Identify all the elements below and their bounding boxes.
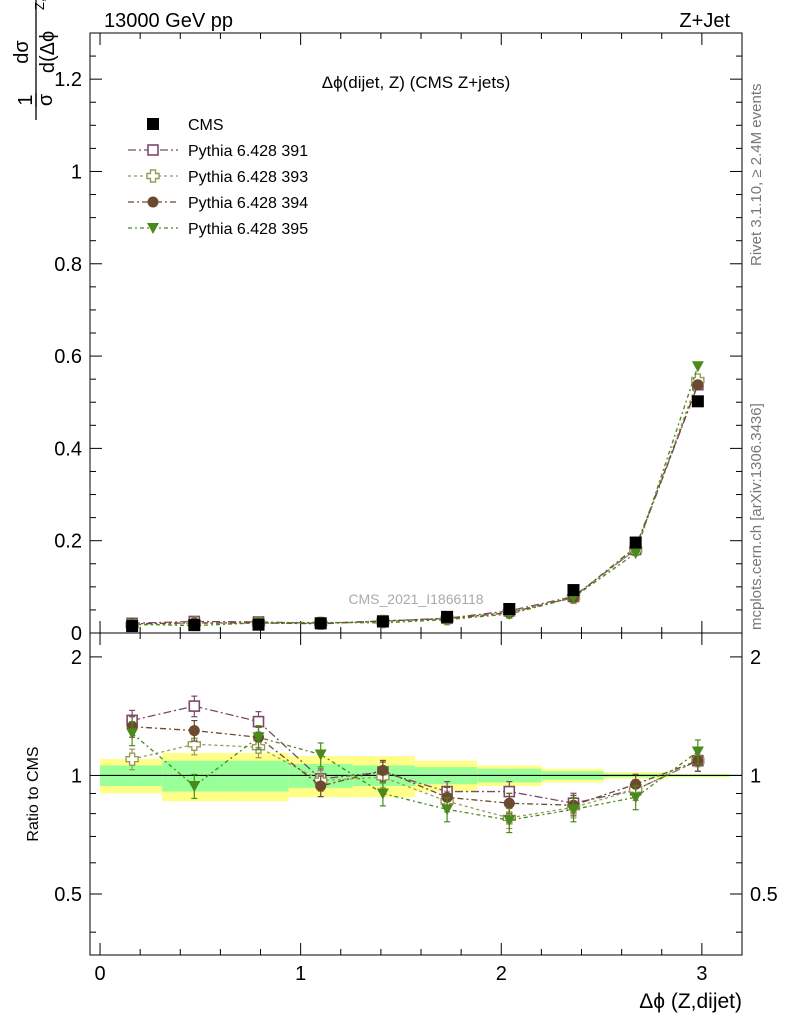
- x-tick-label: 1: [295, 963, 306, 985]
- y-tick-label: 0.8: [54, 254, 82, 276]
- data-point-cms: [376, 615, 389, 628]
- legend-label: Pythia 6.428 394: [188, 195, 308, 212]
- header-left: 13000 GeV pp: [104, 10, 233, 32]
- data-point-ratio: [188, 781, 201, 793]
- ratio-y-tick-label: 1: [71, 765, 82, 787]
- x-axis-label: Δϕ (Z,dijet): [639, 990, 742, 1013]
- series-line-main: [132, 384, 699, 624]
- header-right: Z+Jet: [679, 10, 730, 32]
- ratio-y-tick-label: 2: [71, 647, 82, 669]
- data-point-ratio: [629, 792, 642, 804]
- data-point-ratio: [630, 778, 642, 790]
- data-point-ratio: [376, 788, 389, 800]
- data-point-ratio: [188, 725, 200, 737]
- legend-label: CMS: [188, 117, 224, 134]
- y-tick-label: 0.4: [54, 438, 82, 460]
- data-point-ratio: [503, 815, 516, 827]
- ratio-y-tick-label: 0.5: [54, 884, 82, 906]
- legend-label: Pythia 6.428 395: [188, 221, 308, 238]
- data-point-cms: [314, 617, 327, 630]
- data-point-ratio: [126, 728, 139, 740]
- ratio-y-axis-label: Ratio to CMS: [25, 746, 42, 841]
- ratio-y-tick-label-right: 0.5: [750, 884, 778, 906]
- legend: CMS Pythia 6.428 391 Pythia 6.428 393 Pythi…: [128, 117, 308, 238]
- x-tick-label: 0: [94, 963, 105, 985]
- y-tick-label: 1.2: [54, 69, 82, 91]
- data-point-cms: [691, 395, 704, 408]
- data-point-cms: [252, 618, 265, 631]
- data-point-ratio: [125, 752, 139, 766]
- chart-title: Δϕ(dijet, Z) (CMS Z+jets): [322, 73, 511, 92]
- series-line-main: [132, 384, 699, 625]
- y-label-part: d(Δϕ: [37, 31, 59, 73]
- legend-marker: [147, 223, 159, 234]
- y-tick-label: 0.2: [54, 531, 82, 553]
- ratio-y-tick-label-right: 2: [750, 647, 761, 669]
- x-tick-label: 2: [496, 963, 507, 985]
- data-point-main: [692, 379, 704, 391]
- legend-marker: [147, 118, 159, 130]
- series-line-ratio: [131, 705, 699, 804]
- y-label-part: σ: [35, 93, 57, 106]
- data-point-cms: [629, 536, 642, 549]
- x-tick-label: 3: [696, 963, 707, 985]
- data-point-cms: [188, 619, 201, 632]
- data-point-main: [691, 361, 704, 373]
- y-tick-label: 0: [71, 623, 82, 645]
- data-point-ratio: [441, 804, 454, 816]
- data-point-ratio: [187, 737, 202, 751]
- data-point-cms: [567, 584, 580, 597]
- y-label-part: 1: [15, 94, 37, 105]
- data-point-ratio: [314, 749, 327, 761]
- watermark: CMS_2021_I1866118: [348, 591, 483, 607]
- legend-label: Pythia 6.428 393: [188, 169, 308, 186]
- data-point-ratio: [691, 746, 704, 758]
- series-line-ratio: [131, 743, 699, 819]
- data-point-ratio: [252, 715, 265, 728]
- band-inner: [226, 760, 289, 792]
- y-tick-label: 0.6: [54, 346, 82, 368]
- data-point-ratio: [567, 804, 580, 816]
- data-point-ratio: [377, 764, 389, 776]
- data-point-cms: [503, 603, 516, 615]
- main-series-layer: [125, 361, 705, 633]
- legend-marker: [147, 196, 159, 208]
- data-point-cms: [126, 620, 139, 633]
- series-line-ratio: [131, 732, 699, 821]
- data-point-ratio: [503, 797, 515, 809]
- series-line-main: [132, 379, 699, 626]
- ratio-series-layer: [125, 695, 705, 834]
- y-label-part: Z,dijet: [32, 0, 47, 10]
- data-point-cms: [441, 610, 454, 623]
- mcplots-label: mcplots.cern.ch [arXiv:1306.3436]: [748, 403, 765, 630]
- series-line-main: [132, 366, 699, 627]
- y-tick-label: 1: [71, 161, 82, 183]
- ratio-frame: [89, 632, 743, 956]
- legend-marker: [147, 144, 159, 156]
- legend-label: Pythia 6.428 391: [188, 143, 308, 160]
- rivet-label: Rivet 3.1.10, ≥ 2.4M events: [748, 83, 765, 267]
- ratio-y-tick-label-right: 1: [750, 765, 761, 787]
- legend-marker: [146, 169, 160, 183]
- data-point-ratio: [252, 732, 265, 744]
- data-point-main: [629, 548, 642, 560]
- series-line-ratio: [132, 726, 699, 806]
- data-point-ratio: [188, 700, 201, 712]
- y-label-part: dσ: [11, 40, 33, 64]
- data-point-ratio: [315, 780, 327, 792]
